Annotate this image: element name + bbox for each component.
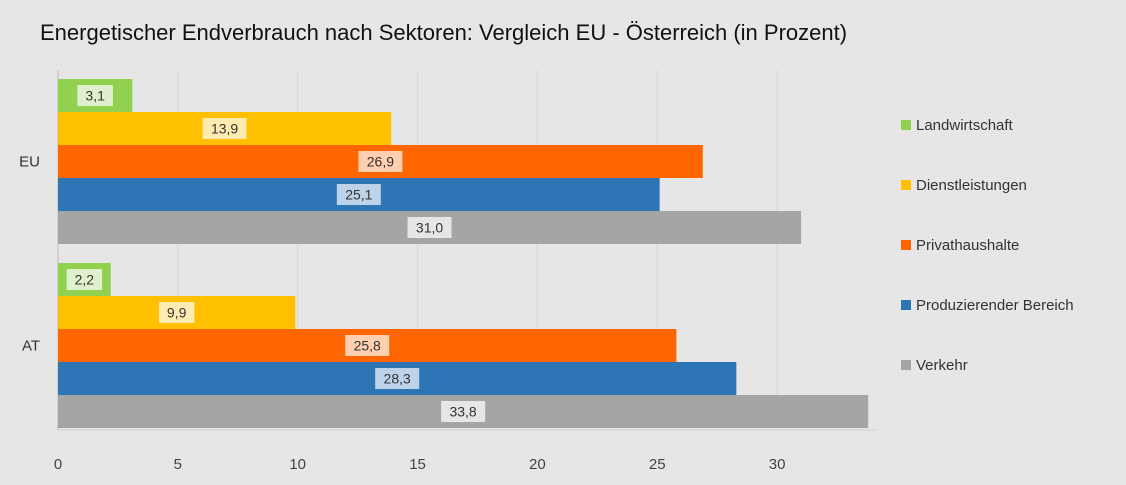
data-label-box xyxy=(66,269,103,290)
data-label: 25,8 xyxy=(354,338,381,354)
category-label: EU xyxy=(19,154,40,171)
data-label-box xyxy=(158,302,195,323)
legend-label: Verkehr xyxy=(916,357,968,374)
x-tick-label: 25 xyxy=(649,456,666,473)
data-label-box xyxy=(407,217,452,238)
data-label-box xyxy=(77,85,113,106)
legend-swatch xyxy=(901,240,911,250)
data-label: 33,8 xyxy=(449,404,476,420)
x-tick-label: 10 xyxy=(289,456,306,473)
data-label: 3,1 xyxy=(85,88,105,104)
legend-label: Produzierender Bereich xyxy=(916,297,1074,314)
data-label: 28,3 xyxy=(384,371,411,387)
data-label: 9,9 xyxy=(167,305,187,321)
data-label: 31,0 xyxy=(416,220,443,236)
x-tick-label: 30 xyxy=(769,456,786,473)
chart-title: Energetischer Endverbrauch nach Sektoren… xyxy=(40,20,848,45)
legend-swatch xyxy=(901,300,911,310)
legend-swatch xyxy=(901,180,911,190)
data-label: 13,9 xyxy=(211,121,238,137)
x-tick-label: 0 xyxy=(54,456,62,473)
legend-swatch xyxy=(901,360,911,370)
x-tick-label: 15 xyxy=(409,456,426,473)
data-label-box xyxy=(358,151,403,172)
data-label-box xyxy=(441,401,486,422)
data-label-box xyxy=(336,184,381,205)
data-label: 25,1 xyxy=(345,187,372,203)
category-label: AT xyxy=(22,338,40,355)
data-label-box xyxy=(345,335,390,356)
x-tick-label: 5 xyxy=(174,456,182,473)
x-tick-label: 20 xyxy=(529,456,546,473)
legend-label: Landwirtschaft xyxy=(916,117,1014,134)
data-label-box xyxy=(375,368,420,389)
legend-swatch xyxy=(901,120,911,130)
data-label: 2,2 xyxy=(75,272,95,288)
legend-label: Privathaushalte xyxy=(916,237,1019,254)
data-label: 26,9 xyxy=(367,154,394,170)
legend-label: Dienstleistungen xyxy=(916,177,1027,194)
data-label-box xyxy=(202,118,247,139)
